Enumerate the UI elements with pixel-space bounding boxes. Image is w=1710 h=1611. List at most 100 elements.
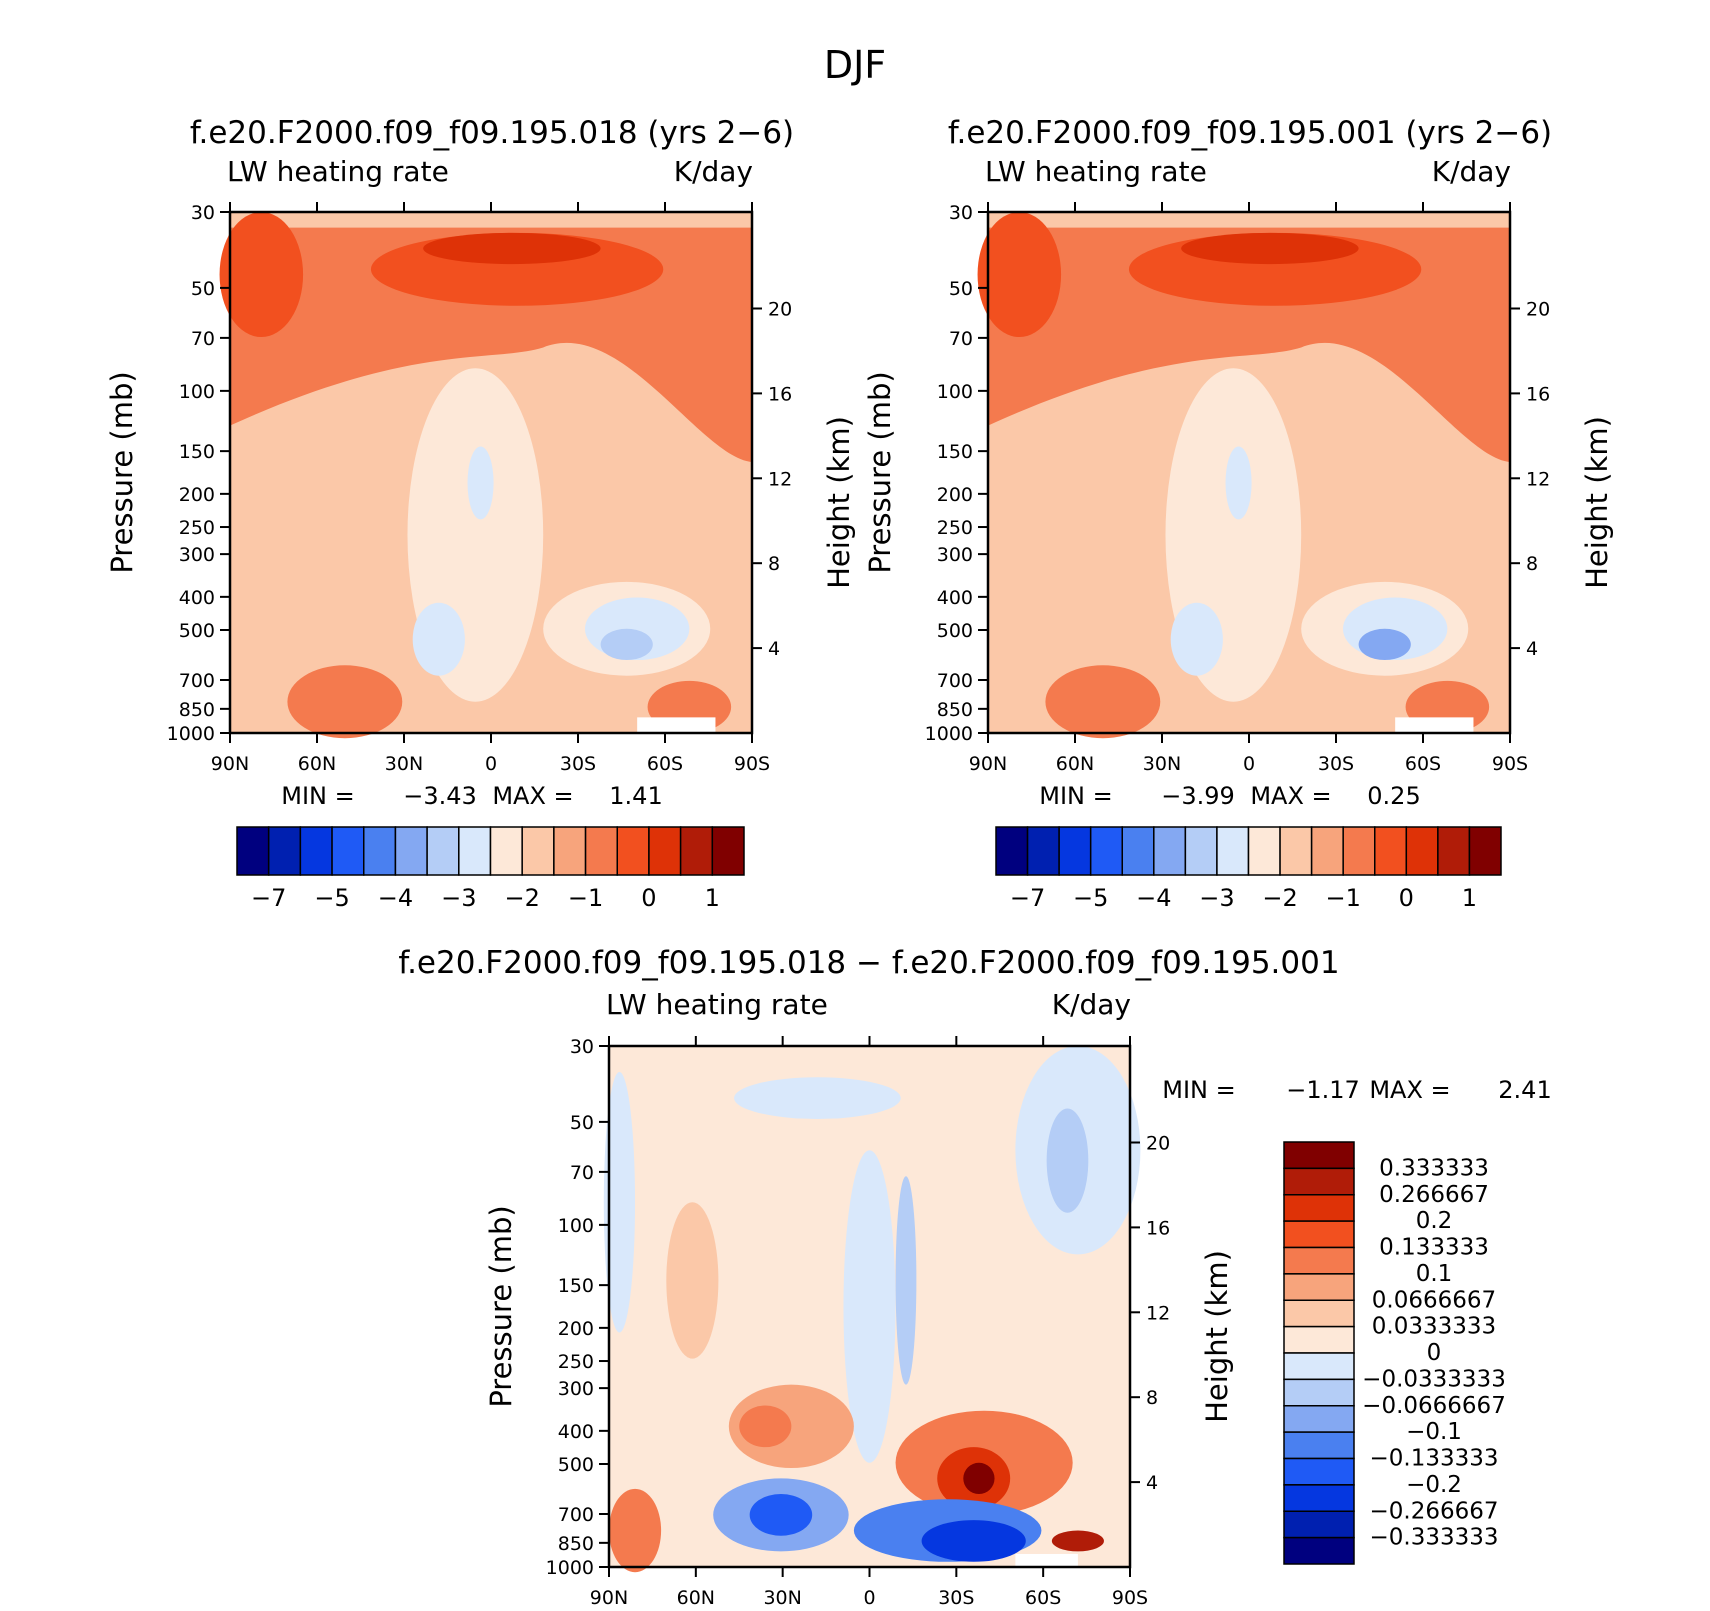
y2-tick-label: 4 bbox=[1146, 1472, 1158, 1494]
colorbar-label: −3 bbox=[1199, 884, 1234, 912]
colorbar-swatch bbox=[1184, 826, 1218, 876]
polar-warm-lobe bbox=[977, 211, 1062, 338]
top-band bbox=[230, 212, 752, 228]
colorbar-label: 0.1 bbox=[1416, 1261, 1453, 1287]
max-label: MAX = bbox=[1250, 782, 1331, 810]
y-tick-label: 50 bbox=[191, 278, 215, 300]
colorbar-label: −0.0333333 bbox=[1362, 1366, 1506, 1392]
colorbar-swatch bbox=[1405, 826, 1439, 876]
y-tick-label: 150 bbox=[937, 441, 973, 463]
y2-tick-label: 8 bbox=[768, 553, 780, 575]
sfc-positive-right bbox=[1051, 1530, 1104, 1552]
colorbar-swatch bbox=[679, 826, 714, 876]
x-tick-label: 90N bbox=[590, 1587, 628, 1609]
top-band bbox=[988, 212, 1510, 228]
y-tick-label: 850 bbox=[558, 1533, 594, 1555]
y2-tick-label: 12 bbox=[1526, 468, 1550, 490]
x-tick-label: 90N bbox=[969, 753, 1007, 775]
variable-label: LW heating rate bbox=[606, 988, 828, 1021]
colorbar-label: −0.1 bbox=[1406, 1419, 1462, 1445]
colorbar-swatch bbox=[616, 826, 650, 876]
colorbar-swatch bbox=[1089, 826, 1123, 876]
colorbar: −7 −5 −4 −3 −2 −1 0 1 bbox=[995, 826, 1502, 912]
colorbar-swatch bbox=[267, 826, 302, 876]
colorbar-swatch bbox=[1283, 1299, 1355, 1328]
y-axis-label: Pressure (mb) bbox=[484, 1205, 518, 1407]
min-value: −3.99 bbox=[1161, 782, 1235, 810]
y-tick-label: 500 bbox=[558, 1454, 594, 1476]
x-tick-label: 60S bbox=[1025, 1587, 1061, 1609]
max-label: MAX = bbox=[492, 782, 573, 810]
x-tick-label: 30N bbox=[385, 753, 423, 775]
colorbar-swatch bbox=[299, 826, 333, 876]
max-label: MAX = bbox=[1369, 1076, 1450, 1104]
colorbar-label: −5 bbox=[314, 884, 349, 912]
x-tick-label: 60S bbox=[1405, 753, 1441, 775]
y-tick-label: 700 bbox=[179, 670, 215, 692]
y2-tick-label: 20 bbox=[1146, 1132, 1170, 1154]
y-tick-label: 850 bbox=[179, 699, 215, 721]
colorbar-label: 1 bbox=[705, 884, 720, 912]
contour-field bbox=[219, 211, 752, 739]
colorbar-swatch bbox=[331, 826, 365, 876]
colorbar: 0.3333330.2666670.20.1333330.10.06666670… bbox=[1283, 1141, 1506, 1565]
y-tick-label: 300 bbox=[937, 544, 973, 566]
colorbar-label: 0.133333 bbox=[1379, 1235, 1489, 1261]
lower-positive-south-max bbox=[963, 1462, 995, 1495]
x-tick-label: 30S bbox=[938, 1587, 974, 1609]
lowlevel-min-north bbox=[1170, 602, 1223, 676]
upper-negative-1 bbox=[734, 1077, 901, 1119]
x-tick-label: 60N bbox=[298, 753, 336, 775]
units-label: K/day bbox=[1432, 155, 1511, 188]
y-tick-label: 1000 bbox=[167, 723, 215, 745]
colorbar-swatch bbox=[1283, 1352, 1355, 1381]
main-title: DJF bbox=[824, 43, 886, 87]
y-tick-label: 400 bbox=[937, 587, 973, 609]
y-axis-label: Pressure (mb) bbox=[863, 371, 897, 573]
y-tick-label: 400 bbox=[179, 587, 215, 609]
panel-text: f.e20.F2000.f09_f09.195.018 − f.e20.F200… bbox=[398, 945, 1551, 1423]
colorbar-swatch bbox=[489, 826, 523, 876]
tropical-column-min bbox=[467, 446, 494, 520]
x-tick-label: 90S bbox=[1492, 753, 1528, 775]
y-tick-label: 250 bbox=[937, 517, 973, 539]
colorbar-swatch bbox=[1283, 1431, 1355, 1460]
tropical-upper-core bbox=[1181, 232, 1359, 265]
colorbar-swatch bbox=[1283, 1378, 1355, 1407]
max-value: 2.41 bbox=[1498, 1076, 1551, 1104]
x-tick-label: 30N bbox=[1143, 753, 1181, 775]
y-tick-label: 100 bbox=[937, 381, 973, 403]
colorbar-swatch bbox=[1283, 1141, 1355, 1170]
mid-negative-1 bbox=[843, 1150, 896, 1463]
y2-tick-label: 8 bbox=[1526, 553, 1538, 575]
colorbar-swatch bbox=[1283, 1220, 1355, 1249]
colorbar-label: −1 bbox=[568, 884, 603, 912]
variable-label: LW heating rate bbox=[227, 155, 449, 188]
x-tick-label: 30N bbox=[763, 1587, 801, 1609]
colorbar-label: 0 bbox=[1399, 884, 1414, 912]
y2-axis-label: Height (km) bbox=[1200, 1250, 1234, 1423]
colorbar-label: 0.333333 bbox=[1379, 1155, 1489, 1181]
y-tick-label: 150 bbox=[179, 441, 215, 463]
x-tick-label: 90S bbox=[734, 753, 770, 775]
y2-tick-label: 16 bbox=[1146, 1217, 1170, 1239]
colorbar-swatch bbox=[1283, 1484, 1355, 1512]
colorbar-swatch bbox=[1279, 826, 1313, 876]
colorbar-label: −4 bbox=[1136, 884, 1171, 912]
y-tick-label: 200 bbox=[558, 1318, 594, 1340]
colorbar-label: −7 bbox=[251, 884, 286, 912]
colorbar-swatch bbox=[394, 826, 428, 876]
colorbar: −7 −5 −4 −3 −2 −1 0 1 bbox=[236, 826, 745, 912]
sfc-positive-left bbox=[609, 1488, 662, 1573]
colorbar-label: 0 bbox=[1427, 1340, 1442, 1366]
x-tick-label: 0 bbox=[485, 753, 497, 775]
colorbar-label: 0.266667 bbox=[1379, 1182, 1489, 1208]
y-tick-label: 50 bbox=[570, 1112, 594, 1134]
y-tick-label: 30 bbox=[191, 202, 215, 224]
y2-tick-label: 4 bbox=[768, 638, 780, 660]
colorbar-label: −4 bbox=[378, 884, 413, 912]
y-tick-label: 500 bbox=[179, 620, 215, 642]
y-tick-label: 700 bbox=[558, 1504, 594, 1526]
colorbar-label: 1 bbox=[1462, 884, 1477, 912]
